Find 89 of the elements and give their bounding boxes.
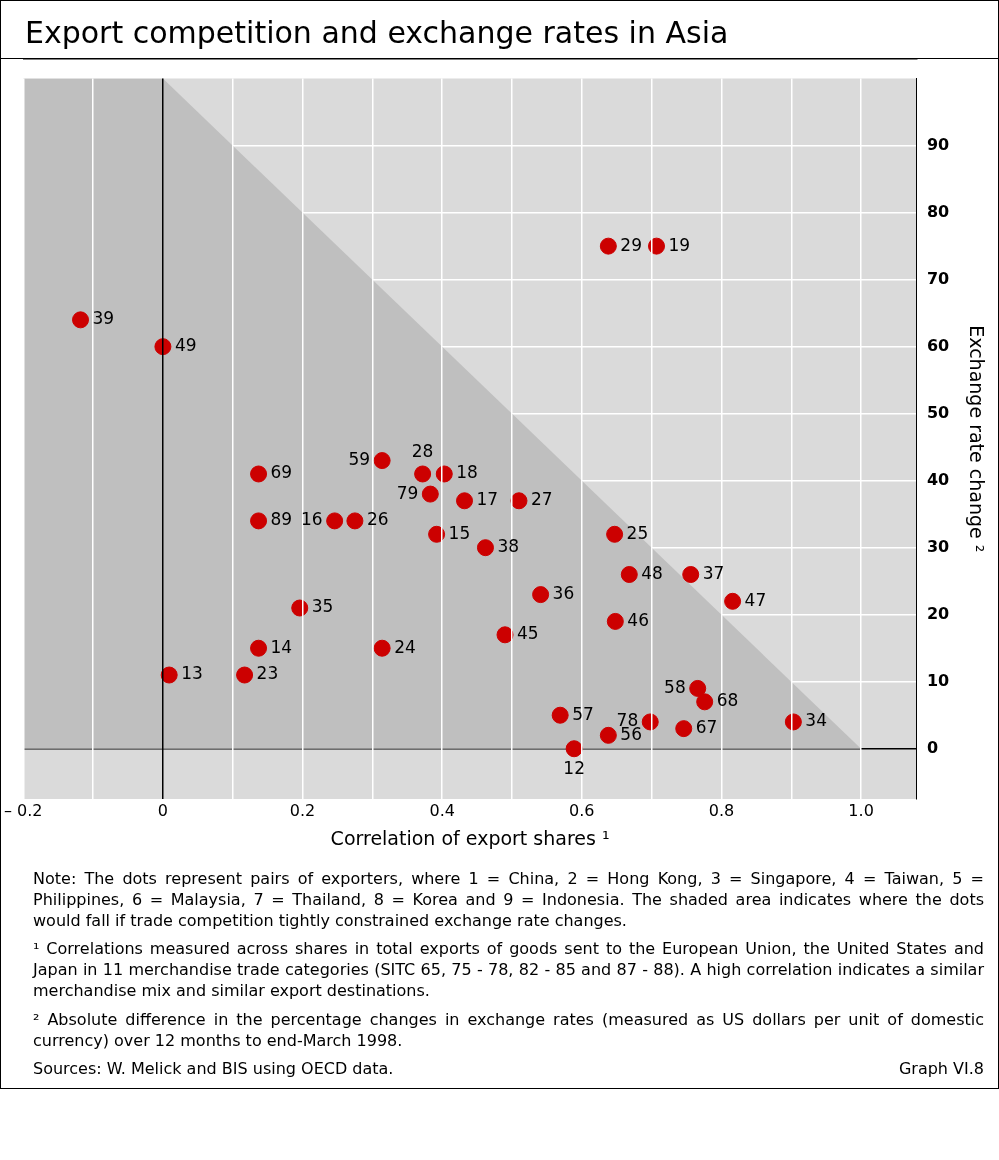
- annotation: 39: [92, 308, 115, 329]
- annotation: 19: [668, 234, 691, 255]
- point: [696, 693, 714, 711]
- point: [599, 726, 617, 744]
- point: [456, 492, 474, 510]
- point: [620, 566, 638, 583]
- annotation: 16: [301, 509, 323, 530]
- annotation: 68: [716, 690, 739, 711]
- point: [675, 720, 693, 738]
- text: Graph VI.8: [898, 1059, 984, 1081]
- annotation: 58: [664, 676, 686, 697]
- point: [326, 512, 344, 530]
- y-tick-label: 70: [926, 268, 950, 288]
- y-tick-label: 90: [926, 134, 950, 154]
- annotation: 37: [702, 562, 725, 583]
- x-tick-label: 0: [157, 800, 168, 820]
- text: ¹ Correlations measured across shares in total exports of goods sent to the European Union, the United States and Japan in 11 merchandise trade categories (SITC 65, 75 - 78, 82 - 85 and 87 - 88). A high correlation indicates a similar merchandise mix and similar export destinations.: [33, 939, 984, 1002]
- annotation: 47: [744, 589, 767, 610]
- x-tick-label: – 0.2: [4, 800, 43, 820]
- annotation: 45: [517, 623, 539, 644]
- source-note: Sources: W. Melick and BIS using OECD data.: [33, 1059, 394, 1081]
- annotation: 25: [626, 522, 649, 543]
- point: [250, 512, 268, 530]
- point: [532, 586, 550, 604]
- y-tick-label: 0: [926, 737, 939, 757]
- annotation: 18: [456, 462, 478, 483]
- point: [236, 666, 254, 684]
- y-axis-title: Exchange rate change ²: [965, 325, 988, 553]
- point: [606, 612, 624, 630]
- y-tick-label: 10: [926, 670, 950, 690]
- x-tick-label: 1.0: [848, 800, 874, 820]
- chart-title: Export competition and exchange rates in Asia: [1, 1, 998, 59]
- annotation: 69: [270, 462, 293, 483]
- annotation: 27: [530, 489, 553, 510]
- point: [682, 566, 700, 583]
- point: [551, 706, 569, 724]
- y-tick-label: 60: [926, 335, 950, 355]
- point: [496, 626, 514, 644]
- x-tick-label: 0.6: [569, 800, 595, 820]
- annotation: 35: [311, 596, 334, 617]
- point: [373, 452, 391, 470]
- point: [250, 465, 268, 483]
- point: [72, 311, 90, 329]
- point: [373, 639, 391, 657]
- annotation: 36: [552, 583, 575, 604]
- annotation: 17: [476, 489, 499, 510]
- point: [565, 740, 583, 758]
- annotation: 14: [270, 636, 293, 657]
- annotation: 34: [805, 710, 827, 731]
- annotation: 67: [695, 717, 718, 738]
- annotation: 48: [641, 562, 663, 583]
- point: [428, 525, 446, 543]
- text: ² Absolute difference in the percentage changes in exchange rates (measured as US dollars per unit of domestic currency) over 12 months to end-March 1998.: [33, 1009, 984, 1052]
- annotation: 13: [181, 663, 203, 684]
- y-tick-label: 50: [926, 402, 950, 422]
- point: [510, 492, 528, 510]
- y-tick-label: 40: [926, 469, 950, 489]
- point: [724, 592, 742, 610]
- annotation: 49: [174, 335, 197, 356]
- point: [599, 237, 617, 255]
- x-tick-label: 0.4: [429, 800, 455, 820]
- annotation: 29: [620, 234, 642, 255]
- y-tick-label: 80: [926, 201, 950, 221]
- annotation: 89: [270, 509, 293, 530]
- point: [476, 539, 494, 557]
- annotation: 59: [348, 449, 371, 469]
- annotation: 57: [572, 703, 594, 724]
- point: [414, 465, 432, 483]
- y-tick-label: 30: [926, 536, 950, 556]
- point: [346, 512, 364, 530]
- x-tick-label: 0.2: [289, 800, 316, 820]
- annotation: 26: [366, 509, 389, 530]
- y-tick-label: 20: [926, 603, 950, 623]
- x-tick-label: 0.8: [708, 800, 735, 820]
- point: [250, 639, 268, 657]
- annotation: 23: [256, 663, 279, 684]
- point: [421, 485, 439, 503]
- annotation: 12: [563, 758, 585, 779]
- x-axis-title: Correlation of export shares ¹: [330, 826, 610, 849]
- annotation: 24: [394, 636, 416, 657]
- annotation: 15: [448, 522, 471, 543]
- point: [160, 666, 178, 684]
- annotation: 38: [497, 536, 520, 557]
- point: [689, 679, 707, 697]
- point: [606, 525, 624, 543]
- annotation: 46: [627, 609, 649, 630]
- annotation: 28: [411, 441, 434, 462]
- annotation: 79: [396, 482, 419, 503]
- text: Note: The dots represent pairs of exporters, where 1 = China, 2 = Hong Kong, 3 = Singapore, 4 = Taiwan, 5 = Philippines, 6 = Malaysia, 7 = Thailand, 8 = Korea and 9 = Indonesia. The shaded area indicates where the dots would fall if trade competition tightly constrained exchange rate changes.: [33, 869, 984, 932]
